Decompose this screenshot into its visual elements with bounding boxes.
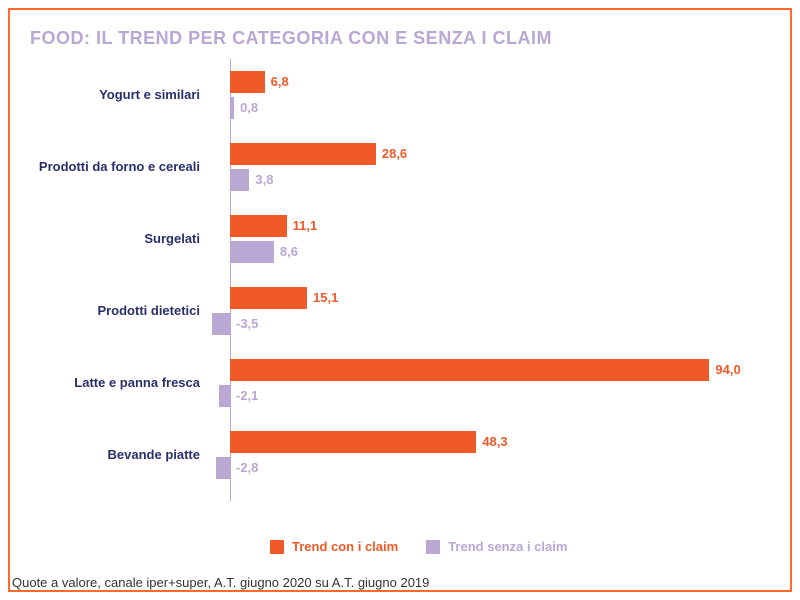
legend-label-senza: Trend senza i claim: [448, 539, 567, 554]
legend-swatch-con: [270, 540, 284, 554]
legend: Trend con i claim Trend senza i claim: [270, 539, 567, 554]
bar-senza: [230, 241, 274, 263]
chart-row: Prodotti dietetici 15,1 -3,5: [30, 275, 770, 347]
category-label: Latte e panna fresca: [30, 375, 208, 391]
bar-senza-value: 8,6: [280, 244, 298, 259]
category-label: Surgelati: [30, 231, 208, 247]
category-label: Yogurt e similari: [30, 87, 208, 103]
bar-senza: [216, 457, 230, 479]
chart-row: Yogurt e similari 6,8 0,8: [30, 59, 770, 131]
bar-senza-value: -2,1: [236, 388, 258, 403]
bar-con-value: 15,1: [313, 290, 338, 305]
chart-row: Surgelati 11,1 8,6: [30, 203, 770, 275]
category-label: Prodotti dietetici: [30, 303, 208, 319]
legend-item-senza: Trend senza i claim: [426, 539, 567, 554]
chart-frame: FOOD: IL TREND PER CATEGORIA CON E SENZA…: [8, 8, 792, 592]
bar-senza-value: 3,8: [255, 172, 273, 187]
chart-row: Bevande piatte 48,3 -2,8: [30, 419, 770, 491]
legend-swatch-senza: [426, 540, 440, 554]
bar-senza: [230, 97, 234, 119]
chart-footnote: Quote a valore, canale iper+super, A.T. …: [12, 575, 429, 590]
bar-con: [230, 143, 376, 165]
bar-con: [230, 287, 307, 309]
bar-senza: [212, 313, 230, 335]
chart-title: FOOD: IL TREND PER CATEGORIA CON E SENZA…: [30, 28, 770, 49]
bar-con-value: 48,3: [482, 434, 507, 449]
bar-con-value: 94,0: [715, 362, 740, 377]
bar-senza-value: -3,5: [236, 316, 258, 331]
chart-row: Latte e panna fresca 94,0 -2,1: [30, 347, 770, 419]
bar-senza: [219, 385, 230, 407]
bar-con: [230, 359, 709, 381]
bar-con-value: 6,8: [271, 74, 289, 89]
bar-con: [230, 431, 476, 453]
bar-con: [230, 215, 287, 237]
bar-senza: [230, 169, 249, 191]
chart-area: Yogurt e similari 6,8 0,8 Prodotti da forno…: [30, 59, 770, 539]
bar-con-value: 28,6: [382, 146, 407, 161]
bar-con-value: 11,1: [293, 218, 318, 233]
bar-con: [230, 71, 265, 93]
category-label: Bevande piatte: [30, 447, 208, 463]
legend-label-con: Trend con i claim: [292, 539, 398, 554]
bar-senza-value: 0,8: [240, 100, 258, 115]
bar-senza-value: -2,8: [236, 460, 258, 475]
legend-item-con: Trend con i claim: [270, 539, 398, 554]
category-label: Prodotti da forno e cereali: [30, 159, 208, 175]
chart-row: Prodotti da forno e cereali 28,6 3,8: [30, 131, 770, 203]
